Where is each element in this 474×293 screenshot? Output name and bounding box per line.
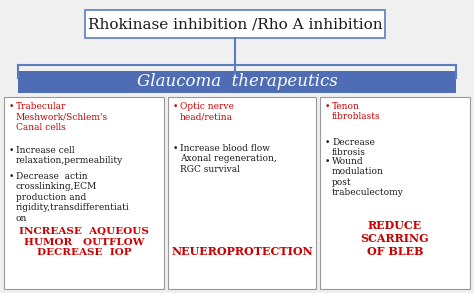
Text: NEUEROPROTECTION: NEUEROPROTECTION — [171, 246, 313, 257]
Text: Increase cell
relaxation,permeability: Increase cell relaxation,permeability — [16, 146, 123, 166]
Text: Trabecular
Meshwork/Schlem's
Canal cells: Trabecular Meshwork/Schlem's Canal cells — [16, 102, 108, 132]
FancyBboxPatch shape — [4, 97, 164, 289]
Text: •: • — [9, 172, 14, 181]
FancyBboxPatch shape — [18, 71, 456, 93]
Text: •: • — [9, 102, 14, 111]
Text: •: • — [173, 102, 178, 111]
Text: Optic nerve
head/retina: Optic nerve head/retina — [180, 102, 234, 121]
Text: •: • — [173, 144, 178, 153]
Text: •: • — [325, 138, 330, 147]
Text: REDUCE
SCARRING
OF BLEB: REDUCE SCARRING OF BLEB — [361, 220, 429, 257]
Text: Wound
modulation
post
trabeculectomy: Wound modulation post trabeculectomy — [332, 157, 404, 197]
Text: Glaucoma  therapeutics: Glaucoma therapeutics — [137, 74, 337, 91]
Text: •: • — [9, 146, 14, 155]
Text: Tenon
fibroblasts: Tenon fibroblasts — [332, 102, 381, 121]
Text: INCREASE  AQUEOUS
HUMOR   OUTFLOW
DECREASE  IOP: INCREASE AQUEOUS HUMOR OUTFLOW DECREASE … — [19, 227, 149, 257]
Text: •: • — [325, 157, 330, 166]
Text: •: • — [325, 102, 330, 111]
FancyBboxPatch shape — [320, 97, 470, 289]
FancyBboxPatch shape — [168, 97, 316, 289]
Text: Decrease  actin
crosslinking,ECM
production and
rigidity,transdifferentiati
on: Decrease actin crosslinking,ECM producti… — [16, 172, 130, 223]
FancyBboxPatch shape — [85, 10, 385, 38]
Text: Decrease
fibrosis: Decrease fibrosis — [332, 138, 375, 157]
Text: Increase blood flow
Axonal regeneration,
RGC survival: Increase blood flow Axonal regeneration,… — [180, 144, 277, 174]
Text: Rhokinase inhibition /Rho A inhibition: Rhokinase inhibition /Rho A inhibition — [88, 17, 383, 31]
